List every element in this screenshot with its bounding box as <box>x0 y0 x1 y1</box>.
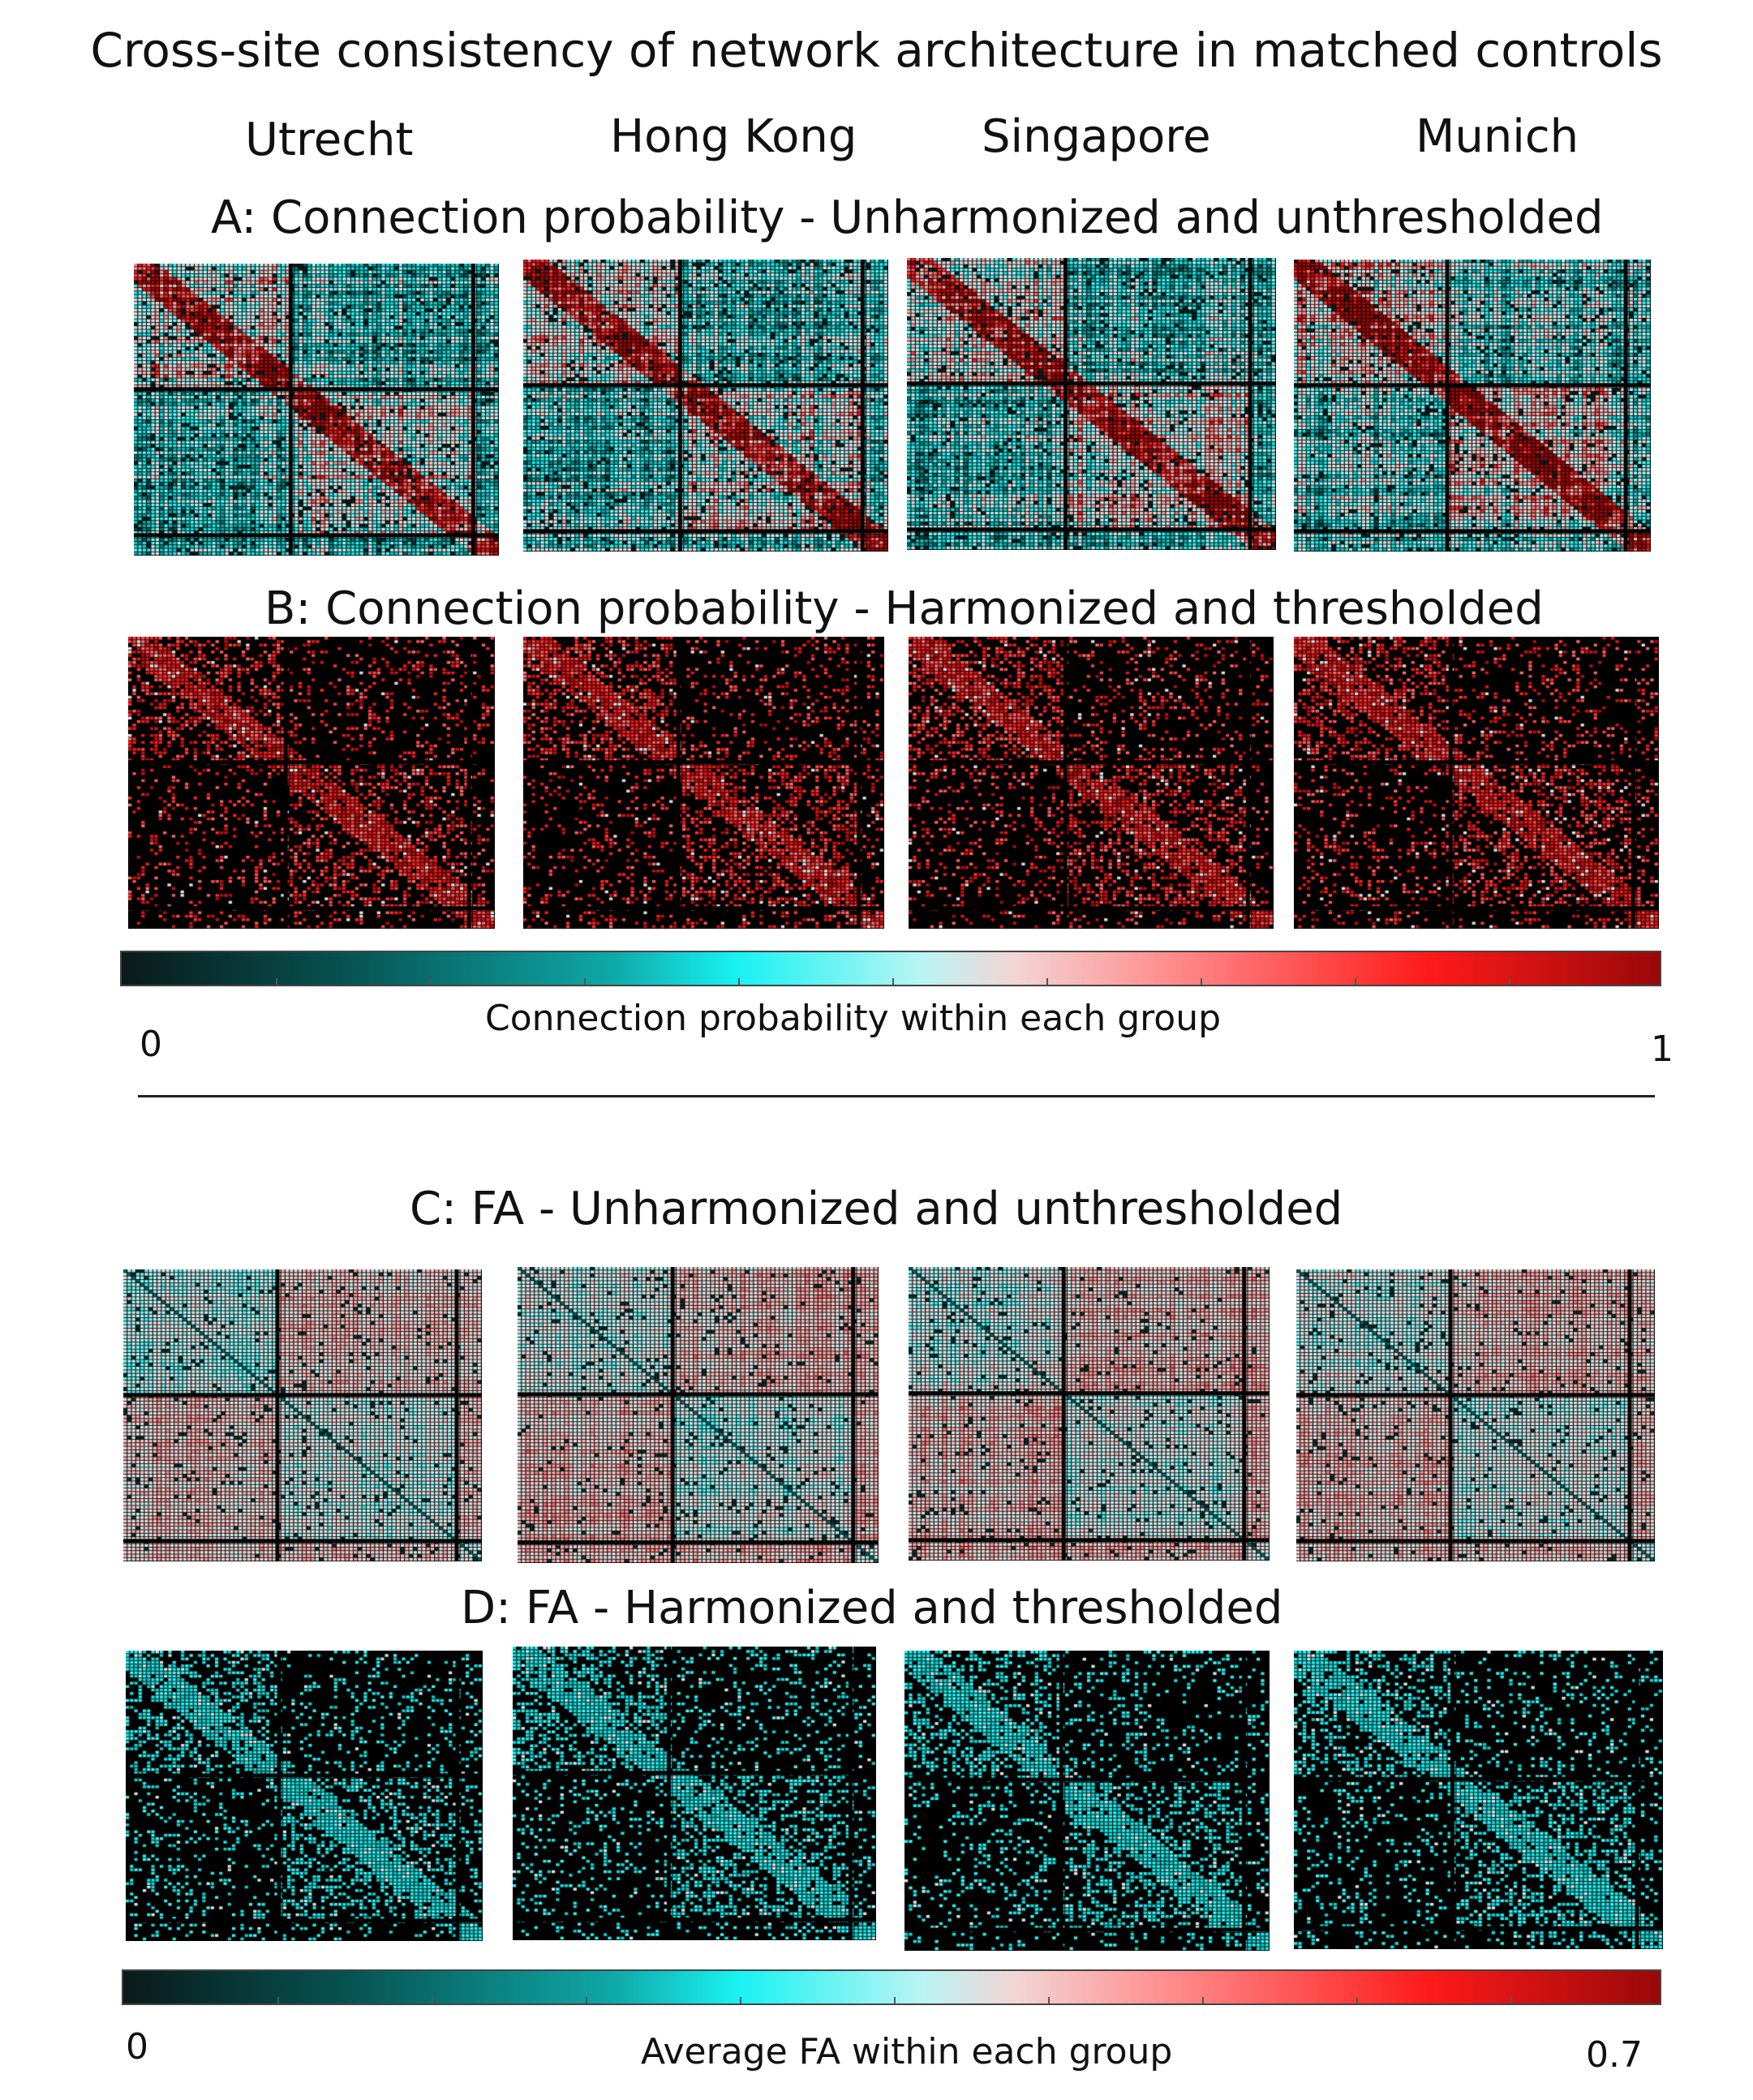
matrix-d-hong-kong <box>513 1647 876 1940</box>
matrix-a-munich-canvas <box>1294 260 1651 552</box>
site-label-singapore: Singapore <box>982 110 1211 163</box>
matrix-c-singapore <box>909 1267 1270 1561</box>
matrix-a-utrecht <box>134 264 499 556</box>
matrix-c-hong-kong <box>518 1267 879 1563</box>
colorbar-fa-label: Average FA within each group <box>641 2031 1173 2072</box>
colorbar-fa <box>122 1969 1661 2005</box>
figure-title: Cross-site consistency of network archit… <box>90 23 1663 78</box>
matrix-d-singapore <box>904 1651 1270 1951</box>
matrix-c-munich <box>1296 1269 1655 1561</box>
matrix-a-hong-kong-canvas <box>523 260 888 552</box>
site-label-utrecht: Utrecht <box>245 114 414 166</box>
matrix-a-hong-kong <box>523 260 888 552</box>
site-label-munich: Munich <box>1416 110 1579 163</box>
matrix-c-hong-kong-canvas <box>518 1267 879 1563</box>
colorbar-fa-min: 0 <box>126 2026 148 2068</box>
matrix-d-utrecht <box>126 1651 483 1941</box>
colorbar-cp-max: 1 <box>1651 1029 1674 1070</box>
matrix-a-singapore-canvas <box>907 258 1276 550</box>
matrix-a-singapore <box>907 258 1276 550</box>
matrix-b-hong-kong-canvas <box>523 637 884 929</box>
colorbar-cp-min: 0 <box>140 1024 162 1065</box>
matrix-d-singapore-canvas <box>904 1651 1270 1951</box>
matrix-d-munich-canvas <box>1294 1651 1663 1949</box>
matrix-c-utrecht <box>123 1269 482 1561</box>
matrix-a-munich <box>1294 260 1651 552</box>
matrix-b-singapore-canvas <box>909 637 1274 929</box>
matrix-c-singapore-canvas <box>909 1267 1270 1561</box>
matrix-d-munich <box>1294 1651 1663 1949</box>
matrix-b-utrecht-canvas <box>128 637 495 929</box>
colorbar-connection-probability <box>120 951 1661 986</box>
colorbar-fa-max: 0.7 <box>1586 2034 1643 2076</box>
matrix-d-utrecht-canvas <box>126 1651 483 1941</box>
matrix-b-hong-kong <box>523 637 884 929</box>
matrix-b-utrecht <box>128 637 495 929</box>
matrix-c-utrecht-canvas <box>123 1269 482 1561</box>
matrix-b-munich <box>1294 637 1659 929</box>
panel-c-label: C: FA - Unharmonized and unthresholded <box>410 1183 1343 1235</box>
colorbar-cp-label: Connection probability within each group <box>485 998 1222 1039</box>
matrix-d-hong-kong-canvas <box>513 1647 876 1940</box>
matrix-a-utrecht-canvas <box>134 264 499 556</box>
matrix-b-singapore <box>909 637 1274 929</box>
site-label-hong-kong: Hong Kong <box>610 110 857 163</box>
matrix-b-munich-canvas <box>1294 637 1659 929</box>
panel-d-label: D: FA - Harmonized and thresholded <box>461 1582 1283 1634</box>
panel-a-label: A: Connection probability - Unharmonized… <box>211 191 1604 244</box>
section-divider <box>138 1095 1655 1097</box>
panel-b-label: B: Connection probability - Harmonized a… <box>264 582 1544 635</box>
matrix-c-munich-canvas <box>1296 1269 1655 1561</box>
